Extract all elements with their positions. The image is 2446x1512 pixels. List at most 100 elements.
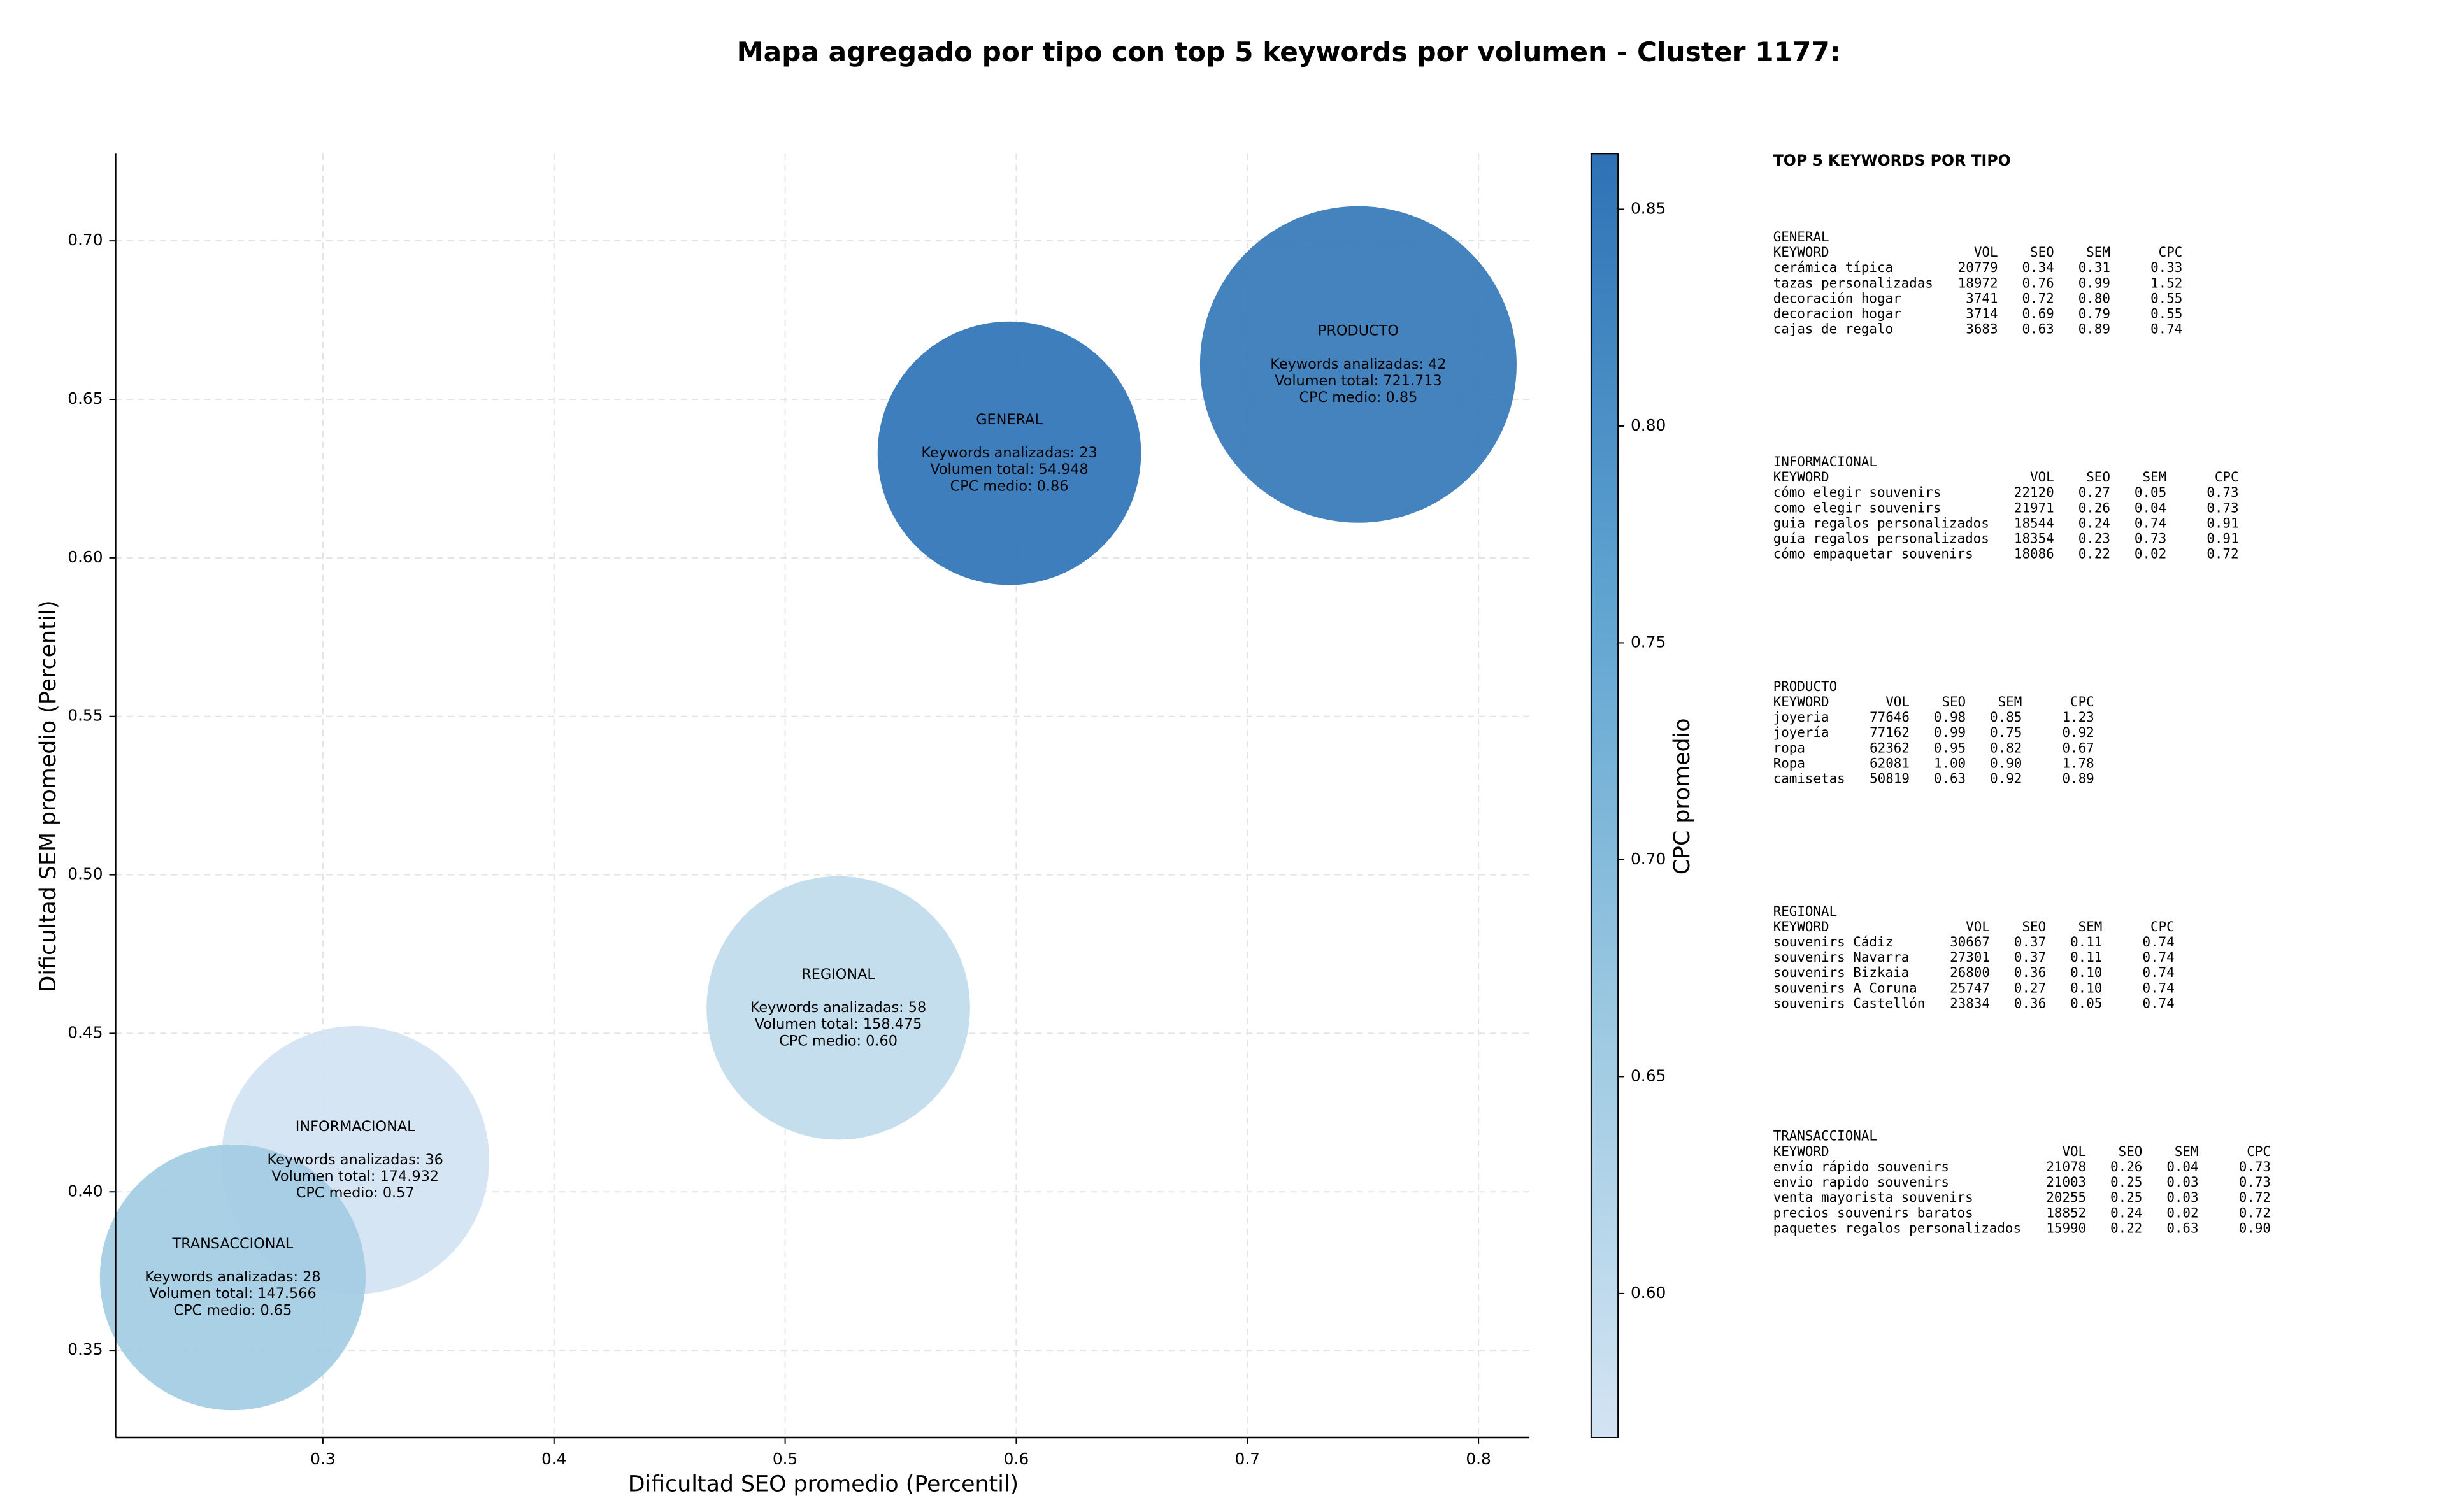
- table-cell: 30667: [1950, 934, 1990, 950]
- table-cell: 0.99: [2078, 275, 2110, 290]
- table-header: KEYWORD: [1773, 245, 1829, 260]
- colorbar-tick-label: 0.85: [1631, 199, 1666, 217]
- table-cell: 0.89: [2063, 771, 2094, 787]
- table-cell: 0.63: [2166, 1220, 2198, 1236]
- table-cell: 1.78: [2063, 755, 2094, 771]
- colorbar-tick-label: 0.80: [1631, 416, 1666, 434]
- table-cell: 0.74: [2143, 950, 2175, 965]
- table-cell: tazas personalizadas: [1773, 275, 1933, 290]
- table-cell: 0.04: [2166, 1159, 2198, 1174]
- bubble-name: PRODUCTO: [1318, 323, 1399, 339]
- table-cell: souvenirs A Coruna: [1773, 980, 1917, 995]
- table-cell: 0.02: [2135, 546, 2166, 562]
- table-header: SEO: [2030, 245, 2054, 260]
- x-tick-label: 0.5: [773, 1450, 798, 1468]
- table-cell: 0.80: [2078, 290, 2110, 306]
- table-cell: 0.74: [2150, 322, 2182, 337]
- table-cell: 0.72: [2022, 290, 2054, 306]
- table-header: KEYWORD: [1773, 694, 1829, 710]
- bubble-annotation: Volumen total: 721.713: [1275, 373, 1442, 389]
- table-cell: 0.04: [2135, 500, 2166, 515]
- table-cell: 0.26: [2110, 1159, 2142, 1174]
- table-header: VOL: [2030, 469, 2054, 485]
- y-tick-label: 0.35: [68, 1340, 103, 1359]
- colorbar-label: CPC promedio: [1670, 718, 1695, 874]
- table-cell: 0.10: [2070, 980, 2102, 995]
- bubble-annotation: Keywords analizadas: 42: [1270, 356, 1446, 373]
- table-cell: 1.52: [2150, 275, 2182, 290]
- table-cell: 18544: [2014, 515, 2054, 531]
- table-cell: 0.72: [2239, 1205, 2271, 1220]
- table-cell: 0.98: [1934, 710, 1966, 725]
- table-header: SEM: [2086, 245, 2110, 260]
- table-cell: 1.00: [1934, 755, 1966, 771]
- table-header: SEO: [2119, 1144, 2143, 1159]
- table-cell: 77162: [1870, 725, 1910, 740]
- bubble-annotation: CPC medio: 0.57: [296, 1185, 415, 1201]
- bubble-annotation: Keywords analizadas: 36: [268, 1152, 443, 1168]
- table-cell: envío rápido souvenirs: [1773, 1159, 1949, 1174]
- table-cell: como elegir souvenirs: [1773, 500, 1942, 515]
- table-cell: 62081: [1870, 755, 1910, 771]
- table-cell: 0.31: [2078, 260, 2110, 275]
- table-cell: Ropa: [1773, 755, 1805, 771]
- table-cell: 0.90: [2239, 1220, 2271, 1236]
- table-cell: paquetes regalos personalizados: [1773, 1220, 2021, 1236]
- x-tick-label: 0.4: [541, 1450, 567, 1468]
- table-cell: 0.73: [2206, 485, 2238, 500]
- table-header: SEM: [2142, 469, 2166, 485]
- chart-title: Mapa agregado por tipo con top 5 keyword…: [737, 36, 1841, 68]
- table-cell: 3683: [1966, 322, 1998, 337]
- table-cell: 3741: [1966, 290, 1998, 306]
- table-cell: 0.74: [2143, 934, 2175, 950]
- table-cell: 15990: [2046, 1220, 2086, 1236]
- table-cell: 0.85: [1990, 710, 2022, 725]
- table-cell: 0.10: [2070, 965, 2102, 980]
- table-cell: 18086: [2014, 546, 2054, 562]
- table-header: CPC: [2070, 694, 2094, 710]
- table-cell: venta mayorista souvenirs: [1773, 1190, 1973, 1205]
- table-cell: camisetas: [1773, 771, 1845, 787]
- table-cell: 0.74: [2143, 980, 2175, 995]
- bubble-annotation: CPC medio: 0.60: [779, 1032, 898, 1049]
- bubble-annotation: Volumen total: 158.475: [755, 1016, 922, 1032]
- y-tick-label: 0.50: [68, 865, 103, 883]
- table-cell: 25747: [1950, 980, 1990, 995]
- table-header: SEO: [1942, 694, 1966, 710]
- bubble-annotation: CPC medio: 0.65: [173, 1302, 292, 1318]
- table-cell: 0.74: [2143, 995, 2175, 1011]
- table-header: CPC: [2215, 469, 2239, 485]
- table-cell: 20779: [1958, 260, 1998, 275]
- table-cell: 21078: [2046, 1159, 2086, 1174]
- bubble-annotation: Volumen total: 54.948: [930, 461, 1088, 478]
- y-tick-label: 0.40: [68, 1181, 103, 1200]
- table-cell: 0.26: [2078, 500, 2110, 515]
- table-header: SEO: [2022, 919, 2046, 934]
- section-name: TRANSACCIONAL: [1773, 1129, 1877, 1144]
- table-cell: 0.67: [2063, 740, 2094, 755]
- y-tick-label: 0.60: [68, 548, 103, 566]
- table-cell: 77646: [1870, 710, 1910, 725]
- table-header: CPC: [2159, 245, 2183, 260]
- table-cell: 0.73: [2239, 1159, 2271, 1174]
- table-cell: 0.05: [2135, 485, 2166, 500]
- table-cell: 50819: [1870, 771, 1910, 787]
- colorbar-tick-label: 0.75: [1631, 632, 1666, 651]
- table-cell: 21971: [2014, 500, 2054, 515]
- x-tick-label: 0.3: [310, 1450, 336, 1468]
- table-cell: 0.99: [1934, 725, 1966, 740]
- table-header: SEM: [2175, 1144, 2199, 1159]
- section-name: GENERAL: [1773, 229, 1829, 245]
- y-tick-label: 0.45: [68, 1023, 103, 1041]
- bubble-name: REGIONAL: [801, 966, 875, 983]
- table-cell: 0.92: [2063, 725, 2094, 740]
- table-cell: precios souvenirs baratos: [1773, 1205, 1973, 1220]
- table-cell: 20255: [2046, 1190, 2086, 1205]
- table-cell: 0.37: [2014, 934, 2046, 950]
- table-cell: 0.25: [2110, 1190, 2142, 1205]
- x-tick-label: 0.6: [1004, 1450, 1029, 1468]
- bubble: [877, 321, 1141, 585]
- table-cell: 23834: [1950, 995, 1990, 1011]
- table-cell: guia regalos personalizados: [1773, 515, 1989, 531]
